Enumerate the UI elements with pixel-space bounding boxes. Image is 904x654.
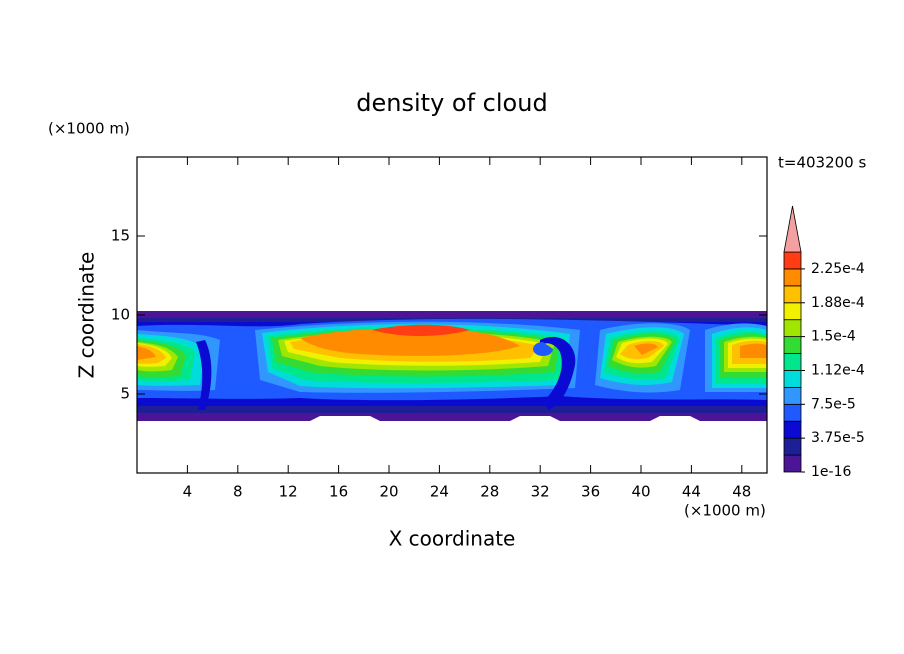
x-tick-label: 4 [183, 483, 193, 501]
contour-region [137, 328, 767, 360]
contour-region [533, 342, 553, 356]
x-axis-label: X coordinate [389, 527, 516, 551]
colorbar-band [783, 251, 802, 270]
x-tick-label: 36 [581, 483, 600, 501]
y-axis-label: Z coordinate [75, 252, 99, 379]
y-tick-label: 5 [120, 385, 130, 403]
colorbar-label: 2.25e-4 [811, 261, 865, 277]
colorbar-band [783, 403, 802, 422]
x-tick-label: 20 [379, 483, 398, 501]
colorbar-band [783, 302, 802, 321]
x-tick-label: 16 [329, 483, 348, 501]
colorbar-label: 1.88e-4 [811, 295, 865, 311]
chart-title: density of cloud [356, 89, 547, 117]
x-tick-label: 24 [430, 483, 449, 501]
x-tick-label: 32 [531, 483, 550, 501]
colorbar-band [783, 386, 802, 405]
colorbar-label: 1.12e-4 [811, 362, 865, 378]
colorbar-label: 7.5e-5 [811, 396, 856, 412]
y-tick-label: 10 [111, 306, 130, 324]
contour-field [137, 311, 767, 421]
colorbar-label: 1.5e-4 [811, 329, 856, 345]
colorbar-band [783, 319, 802, 338]
colorbar-band [783, 353, 802, 371]
colorbar-band [783, 336, 802, 354]
colorbar-label: 1e-16 [811, 464, 851, 480]
contour-region [372, 324, 470, 336]
y-tick-label: 15 [111, 227, 130, 245]
x-tick-label: 28 [480, 483, 499, 501]
x-tick-label: 12 [279, 483, 298, 501]
x-tick-label: 8 [233, 483, 243, 501]
colorbar-band [783, 420, 802, 439]
x-tick-label: 40 [631, 483, 650, 501]
colorbar-band [783, 285, 802, 304]
time-label: t=403200 s [778, 154, 866, 172]
x-tick-label: 44 [682, 483, 701, 501]
x-unit: (×1000 m) [684, 502, 766, 520]
colorbar-label: 3.75e-5 [811, 430, 865, 446]
colorbar-band [783, 454, 802, 473]
colorbar-band [783, 370, 802, 388]
x-tick-label: 48 [732, 483, 751, 501]
colorbar-band [783, 437, 802, 456]
colorbar-extend [783, 205, 802, 253]
y-unit: (×1000 m) [48, 120, 130, 138]
colorbar-band [783, 268, 802, 287]
